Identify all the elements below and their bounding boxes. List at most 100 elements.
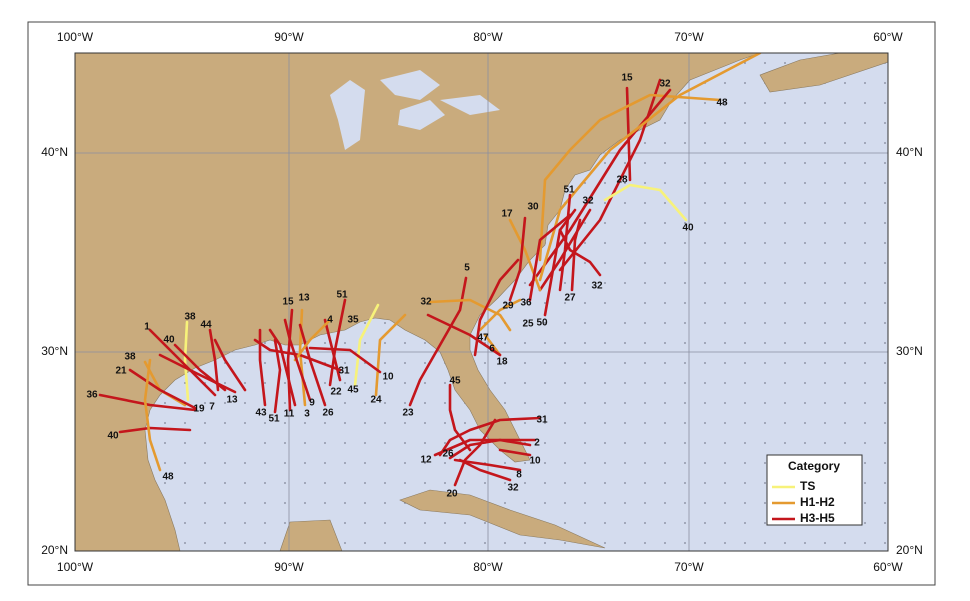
track xyxy=(323,318,342,382)
track-label: 28 xyxy=(616,175,628,186)
lat-label: 20°N xyxy=(896,543,923,557)
track xyxy=(538,53,762,282)
lon-label: 60°W xyxy=(873,30,903,44)
track-label: 23 xyxy=(402,408,414,419)
track-label: 51 xyxy=(268,414,280,425)
track xyxy=(508,216,527,302)
track xyxy=(448,383,472,452)
track-label: 32 xyxy=(582,196,594,207)
lon-label: 80°W xyxy=(473,560,503,574)
graticule xyxy=(75,53,888,551)
track-label: 4 xyxy=(327,315,333,326)
legend-label: H1-H2 xyxy=(800,495,835,509)
track-label: 13 xyxy=(298,293,310,304)
track-label: 47 xyxy=(477,333,489,344)
track xyxy=(308,346,382,374)
track-label: 5 xyxy=(464,263,470,274)
track xyxy=(528,213,572,302)
track xyxy=(603,183,688,222)
track-label: 31 xyxy=(536,415,548,426)
lat-label: 30°N xyxy=(41,344,68,358)
lon-label: 100°W xyxy=(57,560,94,574)
track-label: 45 xyxy=(449,376,461,387)
track xyxy=(328,298,347,387)
track-label: 10 xyxy=(382,372,394,383)
lon-label: 100°W xyxy=(57,30,94,44)
track-label: 31 xyxy=(338,366,350,377)
lon-label: 90°W xyxy=(274,560,304,574)
map-border xyxy=(74,52,889,552)
track-label: 26 xyxy=(442,449,454,460)
track-label: 40 xyxy=(163,335,175,346)
track-label: 29 xyxy=(502,301,514,312)
track-label: 18 xyxy=(496,357,508,368)
track-label: 19 xyxy=(193,404,205,415)
track xyxy=(570,218,582,292)
track-label: 50 xyxy=(536,318,548,329)
track-label: 2 xyxy=(534,438,540,449)
land xyxy=(279,519,343,551)
track-label: 1 xyxy=(144,322,150,333)
track-label: 48 xyxy=(716,98,728,109)
track xyxy=(374,313,407,397)
track-label: 36 xyxy=(86,390,98,401)
track xyxy=(183,320,190,402)
lat-label: 30°N xyxy=(896,344,923,358)
track-label: 6 xyxy=(489,344,495,355)
track xyxy=(458,458,512,482)
lat-label: 40°N xyxy=(896,145,923,159)
track-label: 26 xyxy=(322,408,334,419)
track xyxy=(268,328,297,407)
track-label: 22 xyxy=(330,387,342,398)
track-label: 32 xyxy=(659,79,671,90)
track-label: 20 xyxy=(446,489,458,500)
track-label: 44 xyxy=(200,320,212,331)
track-label: 51 xyxy=(563,185,575,196)
track-label: 7 xyxy=(209,402,215,413)
track-label: 21 xyxy=(115,366,127,377)
lon-label: 60°W xyxy=(873,560,903,574)
legend-title: Category xyxy=(788,459,840,473)
track xyxy=(543,228,562,317)
lon-label: 70°W xyxy=(674,30,704,44)
track-label: 15 xyxy=(621,73,633,84)
track-label: 35 xyxy=(347,315,359,326)
track xyxy=(286,308,294,412)
track-label: 48 xyxy=(162,472,174,483)
track-label: 38 xyxy=(124,352,136,363)
track xyxy=(433,438,532,457)
track xyxy=(208,328,220,392)
track xyxy=(528,88,672,287)
lon-label: 80°W xyxy=(473,30,503,44)
lon-label: 90°W xyxy=(274,30,304,44)
track xyxy=(438,416,542,457)
track-label: 43 xyxy=(255,408,267,419)
track-label: 32 xyxy=(420,297,432,308)
track xyxy=(118,426,192,434)
lat-label: 40°N xyxy=(41,145,68,159)
track-label: 15 xyxy=(282,297,294,308)
track xyxy=(148,328,217,397)
track-label: 40 xyxy=(107,431,119,442)
track xyxy=(558,78,662,272)
track xyxy=(538,208,592,292)
track-label: 9 xyxy=(309,398,315,409)
track xyxy=(283,318,312,402)
track-label: 12 xyxy=(420,455,432,466)
track-label: 40 xyxy=(682,223,694,234)
track xyxy=(143,358,162,472)
legend-label: TS xyxy=(800,479,815,493)
track-label: 8 xyxy=(516,470,522,481)
track xyxy=(498,448,532,457)
legend-box xyxy=(766,454,863,526)
track xyxy=(426,313,502,357)
track-label: 10 xyxy=(529,456,541,467)
track-label: 17 xyxy=(501,209,513,220)
track-label: 27 xyxy=(564,293,576,304)
track xyxy=(298,308,307,407)
track-label: 30 xyxy=(527,202,539,213)
track xyxy=(158,353,237,394)
